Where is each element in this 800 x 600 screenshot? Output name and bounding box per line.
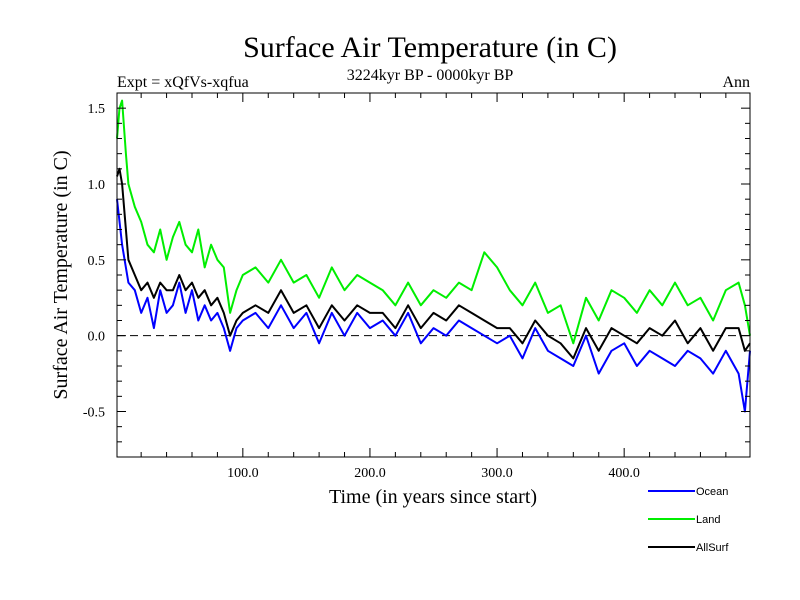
x-tick-label: 200.0 — [354, 466, 386, 481]
season-label: Ann — [722, 74, 750, 91]
y-tick-label: 0.0 — [88, 330, 106, 345]
chart-subtitle: 3224kyr BP - 0000kyr BP — [347, 67, 514, 84]
legend: Ocean Land AllSurf — [648, 486, 729, 554]
y-tick-label: -0.5 — [83, 406, 105, 421]
plot-frame — [116, 92, 751, 458]
series-line-allsurf — [116, 167, 751, 360]
y-tick-label: 0.5 — [88, 254, 106, 269]
x-tick-label: 400.0 — [608, 466, 640, 481]
series-line-ocean — [116, 199, 751, 413]
series-line-land — [116, 99, 751, 345]
legend-label-allsurf: AllSurf — [696, 542, 729, 554]
y-axis-label: Surface Air Temperature (in C) — [50, 150, 72, 399]
axis-ticks: 100.0 200.0 300.0 400.0 -0.5 0.0 0.5 1.0 1.5 — [83, 93, 750, 481]
chart-title: Surface Air Temperature (in C) — [243, 31, 617, 64]
legend-label-ocean: Ocean — [696, 486, 728, 498]
x-tick-label: 300.0 — [481, 466, 513, 481]
x-axis-label: Time (in years since start) — [329, 486, 537, 508]
legend-label-land: Land — [696, 514, 720, 526]
x-tick-label: 100.0 — [227, 466, 259, 481]
experiment-label: Expt = xQfVs-xqfua — [117, 74, 249, 91]
y-tick-label: 1.0 — [88, 178, 106, 193]
y-tick-label: 1.5 — [88, 102, 106, 117]
plot-area — [116, 99, 751, 413]
